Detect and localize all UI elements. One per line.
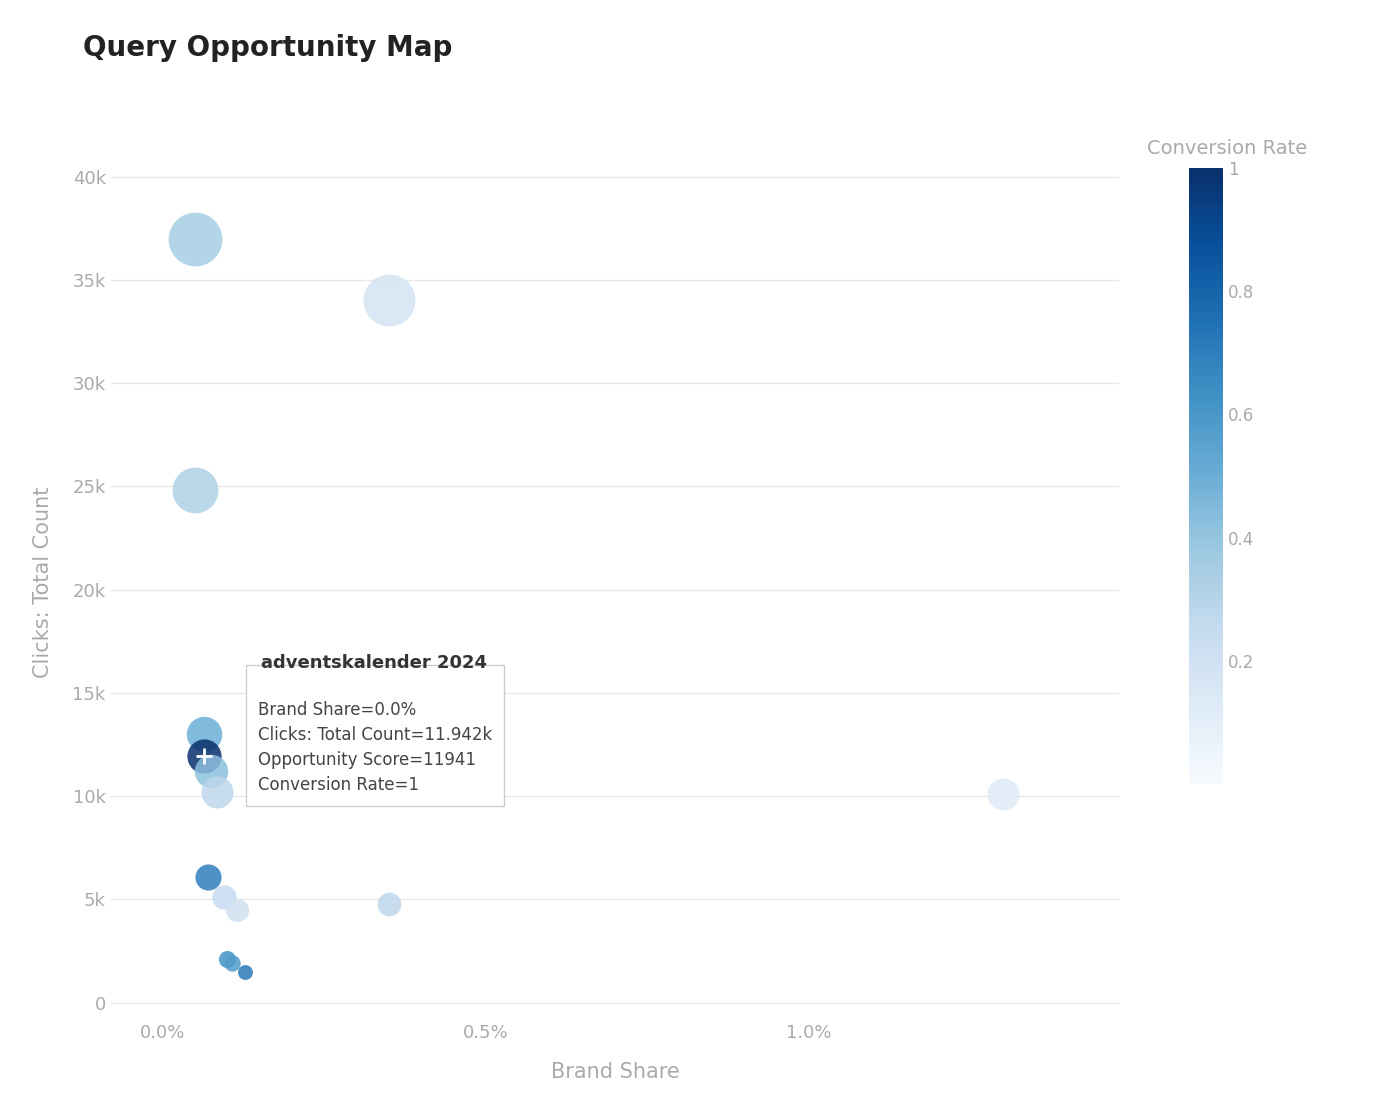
Y-axis label: Clicks: Total Count: Clicks: Total Count [33,487,53,678]
X-axis label: Brand Share: Brand Share [550,1062,680,1082]
Point [992,785,1014,803]
Point [221,954,243,972]
Text: Query Opportunity Map: Query Opportunity Map [83,34,452,62]
Point [206,783,228,801]
Text: Brand Share=0.0%
Clicks: Total Count=11.942k
Opportunity Score=11941
Conversion : Brand Share=0.0% Clicks: Total Count=11.… [258,676,492,794]
Point [200,763,223,781]
Point [234,963,256,981]
Text: Conversion Rate: Conversion Rate [1147,139,1307,158]
Point [377,895,399,913]
Point [377,291,399,309]
Point [193,747,216,765]
Point [196,868,218,886]
Point [184,482,206,500]
Point [213,888,235,906]
Point [216,951,238,969]
Point [184,230,206,248]
Point [193,726,216,744]
Point [225,900,247,918]
Text: adventskalender 2024: adventskalender 2024 [261,654,486,672]
